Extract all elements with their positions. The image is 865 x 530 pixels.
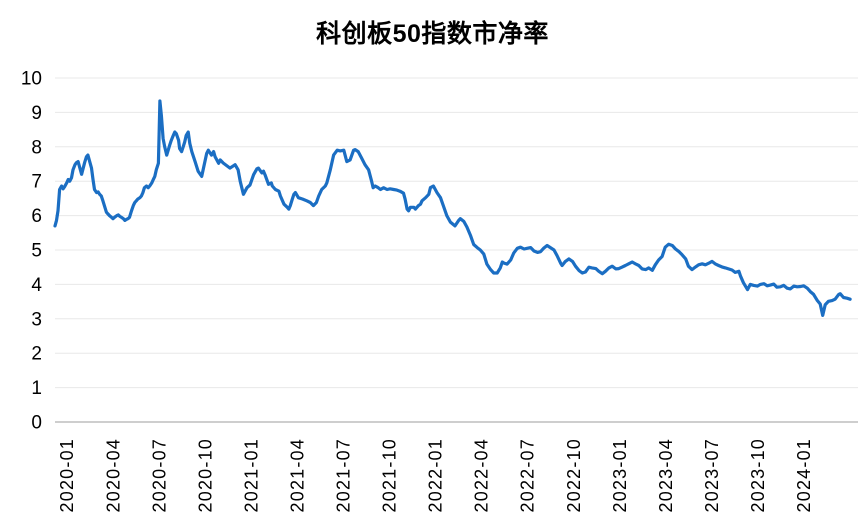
x-axis-tick-label: 2020-04 xyxy=(103,438,123,512)
y-axis-tick-label: 10 xyxy=(21,69,42,90)
y-axis-tick-label: 2 xyxy=(31,344,42,365)
x-axis-tick-label: 2021-10 xyxy=(380,438,400,512)
chart-title: 科创板50指数市净率 xyxy=(316,20,549,48)
x-axis-tick-label: 2023-07 xyxy=(702,438,722,512)
x-axis-tick-label: 2021-04 xyxy=(287,438,307,512)
x-axis-tick-label: 2022-07 xyxy=(518,438,538,512)
x-axis-tick-label: 2023-10 xyxy=(748,438,768,512)
y-axis-tick-label: 3 xyxy=(31,309,42,330)
x-axis-tick-label: 2022-04 xyxy=(472,438,492,512)
x-axis-tick-label: 2022-01 xyxy=(426,438,446,512)
y-axis-tick-label: 6 xyxy=(31,206,42,227)
x-axis-tick-label: 2024-01 xyxy=(794,438,814,512)
y-axis-tick-label: 7 xyxy=(31,172,42,193)
x-axis-tick-label: 2023-01 xyxy=(610,438,630,512)
x-axis-tick-label: 2021-01 xyxy=(241,438,261,512)
y-axis-tick-label: 8 xyxy=(31,137,42,158)
y-axis-tick-label: 0 xyxy=(31,413,42,434)
x-axis-tick-label: 2022-10 xyxy=(564,438,584,512)
x-axis-tick-label: 2021-07 xyxy=(334,438,354,512)
x-axis-tick-label: 2023-04 xyxy=(656,438,676,512)
x-axis-tick-label: 2020-01 xyxy=(57,438,77,512)
y-axis-tick-label: 1 xyxy=(31,378,42,399)
y-axis-tick-label: 4 xyxy=(31,275,42,296)
pb-ratio-series-line xyxy=(53,99,852,317)
x-axis-tick-label: 2020-10 xyxy=(195,438,215,512)
x-axis-tick-label: 2020-07 xyxy=(149,438,169,512)
y-axis-tick-label: 9 xyxy=(31,103,42,124)
y-axis-tick-label: 5 xyxy=(31,241,42,262)
